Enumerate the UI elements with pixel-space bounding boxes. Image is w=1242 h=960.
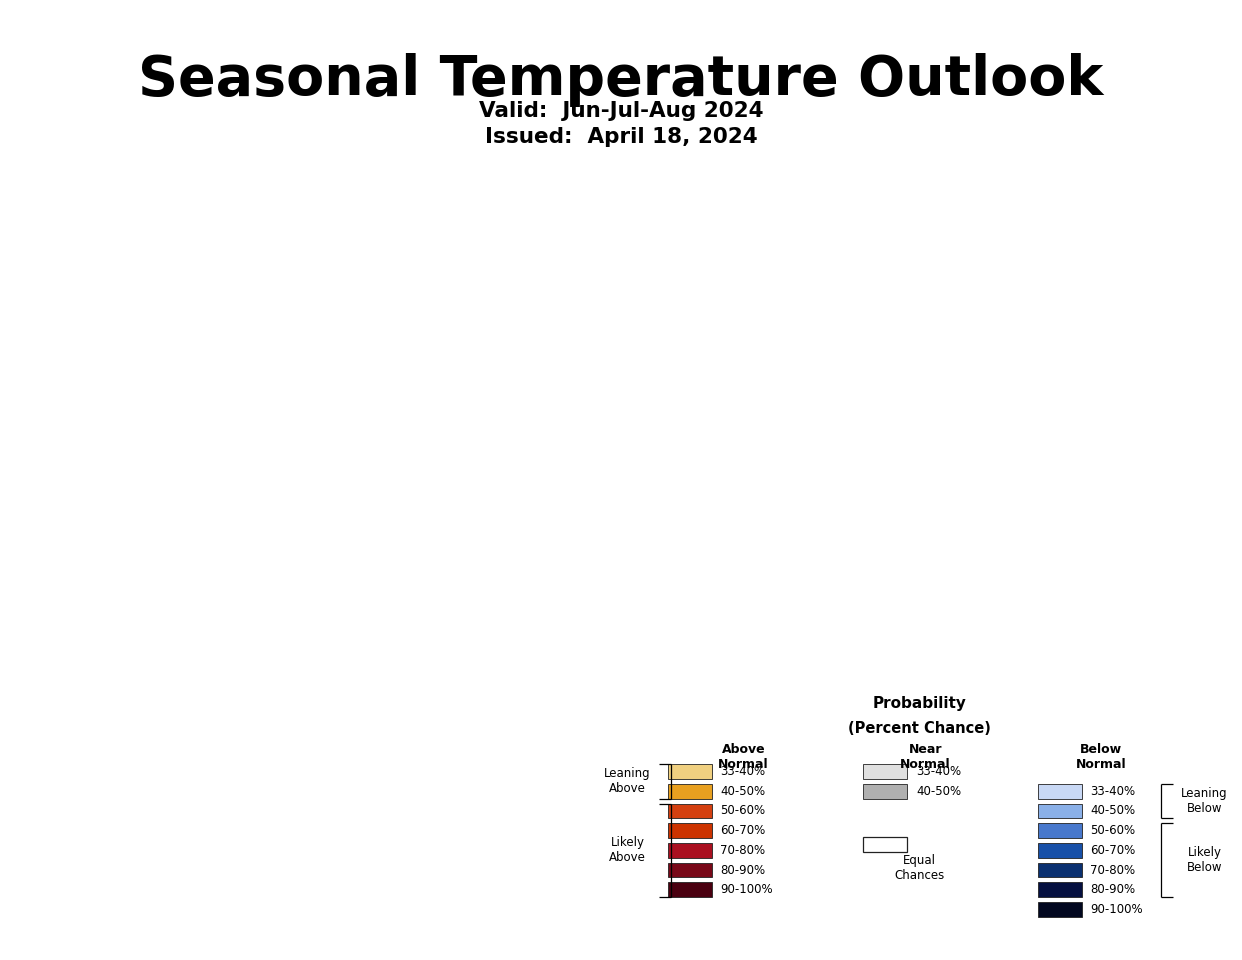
Bar [668, 843, 712, 858]
Text: 90-100%: 90-100% [720, 883, 773, 897]
Bar [668, 882, 712, 897]
Text: 70-80%: 70-80% [1090, 863, 1135, 876]
Bar [1038, 843, 1082, 858]
Text: 90-100%: 90-100% [1090, 902, 1143, 916]
Bar [1038, 823, 1082, 838]
Text: 50-60%: 50-60% [1090, 824, 1135, 837]
Text: Leaning
Below: Leaning Below [1181, 787, 1228, 815]
Text: Equal
Chances: Equal Chances [894, 853, 944, 881]
Text: Near
Normal: Near Normal [900, 743, 950, 771]
Bar [1038, 783, 1082, 799]
Text: Seasonal Temperature Outlook: Seasonal Temperature Outlook [138, 53, 1104, 107]
Text: 33-40%: 33-40% [720, 765, 765, 779]
Text: 50-60%: 50-60% [720, 804, 765, 818]
Text: 33-40%: 33-40% [915, 765, 961, 779]
Bar [668, 804, 712, 818]
Text: 40-50%: 40-50% [915, 784, 961, 798]
Bar [1038, 804, 1082, 818]
Bar [668, 764, 712, 780]
Text: 60-70%: 60-70% [1090, 844, 1135, 857]
Text: Above
Normal: Above Normal [718, 743, 769, 771]
Bar [668, 783, 712, 799]
Text: 80-90%: 80-90% [720, 863, 765, 876]
Text: (Percent Chance): (Percent Chance) [848, 721, 991, 736]
Bar [1038, 902, 1082, 917]
Text: Below
Normal: Below Normal [1076, 743, 1126, 771]
Text: 70-80%: 70-80% [720, 844, 765, 857]
Text: 33-40%: 33-40% [1090, 784, 1135, 798]
Bar [1038, 882, 1082, 897]
Text: Leaning
Above: Leaning Above [604, 767, 651, 796]
Bar [863, 764, 907, 780]
Text: 40-50%: 40-50% [720, 784, 765, 798]
Bar [863, 783, 907, 799]
Bar [668, 862, 712, 877]
Text: 80-90%: 80-90% [1090, 883, 1135, 897]
Text: Likely
Below: Likely Below [1187, 846, 1222, 875]
Bar [1038, 862, 1082, 877]
Text: Likely
Above: Likely Above [609, 836, 646, 864]
Text: 60-70%: 60-70% [720, 824, 765, 837]
Text: Probability: Probability [872, 696, 966, 711]
Text: Valid:  Jun-Jul-Aug 2024: Valid: Jun-Jul-Aug 2024 [478, 101, 764, 121]
Text: 40-50%: 40-50% [1090, 804, 1135, 818]
Bar [668, 823, 712, 838]
Text: Issued:  April 18, 2024: Issued: April 18, 2024 [484, 127, 758, 147]
Bar [863, 837, 907, 852]
